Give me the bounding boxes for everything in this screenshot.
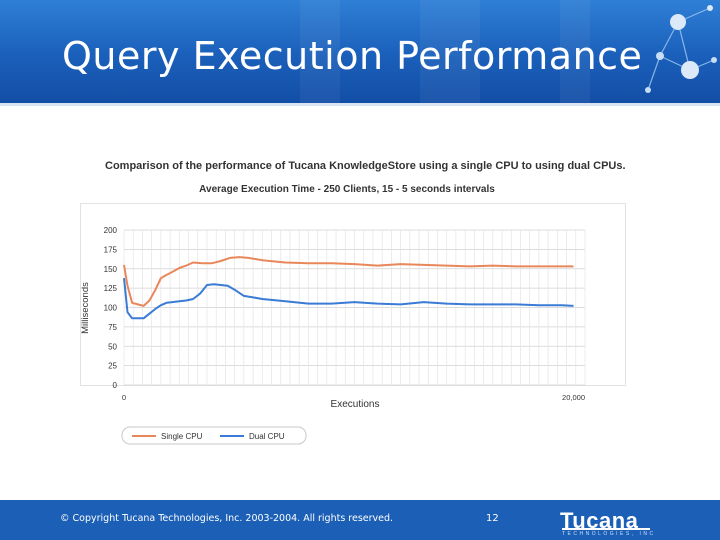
slide-footer: © Copyright Tucana Technologies, Inc. 20… — [0, 500, 720, 540]
x-axis-ticks: 0 20,000 — [122, 393, 585, 402]
y-tick-label: 75 — [108, 323, 117, 332]
chart-subtitle: Average Execution Time - 250 Clients, 15… — [199, 184, 495, 195]
x-axis-label: Executions — [331, 399, 380, 410]
series-line-single-cpu — [123, 256, 574, 307]
copyright-text: © Copyright Tucana Technologies, Inc. 20… — [60, 513, 394, 524]
tucana-logo: Tucana TECHNOLOGIES, INC — [560, 508, 660, 538]
line-chart: Comparison of the performance of Tucana … — [80, 160, 626, 445]
x-tick-label: 20,000 — [562, 393, 585, 402]
slide-title: Query Execution Performance — [62, 34, 643, 78]
legend-label: Dual CPU — [249, 432, 285, 441]
network-graphic-icon — [645, 5, 717, 93]
header-stripe — [420, 0, 480, 103]
y-tick-label: 200 — [104, 226, 118, 235]
chart-legend: Single CPU Dual CPU — [121, 426, 307, 445]
gridlines — [80, 203, 626, 386]
header-divider — [0, 103, 720, 106]
page-number: 12 — [486, 513, 499, 524]
chart-title: Comparison of the performance of Tucana … — [105, 160, 626, 172]
y-tick-label: 125 — [104, 284, 118, 293]
chart-container: Comparison of the performance of Tucana … — [80, 143, 630, 448]
legend-box — [121, 426, 307, 445]
y-tick-label: 0 — [113, 381, 118, 390]
logo-subtext: TECHNOLOGIES, INC — [562, 531, 656, 537]
header-stripe — [560, 0, 590, 103]
y-tick-label: 100 — [104, 304, 118, 313]
slide-header: Query Execution Performance — [0, 0, 720, 103]
series-lines — [123, 256, 574, 320]
y-axis-ticks: 0 25 50 75 100 125 150 175 200 — [104, 226, 118, 390]
logo-underline — [562, 528, 650, 530]
y-tick-label: 175 — [104, 245, 118, 254]
y-tick-label: 25 — [108, 362, 117, 371]
series-line-dual-cpu — [123, 277, 574, 320]
y-axis-label: Milliseconds — [80, 282, 91, 334]
x-tick-label: 0 — [122, 393, 126, 402]
header-stripe — [300, 0, 340, 103]
y-tick-label: 50 — [108, 342, 117, 351]
plot-frame — [80, 203, 626, 386]
y-tick-label: 150 — [104, 265, 118, 274]
legend-label: Single CPU — [161, 432, 203, 441]
